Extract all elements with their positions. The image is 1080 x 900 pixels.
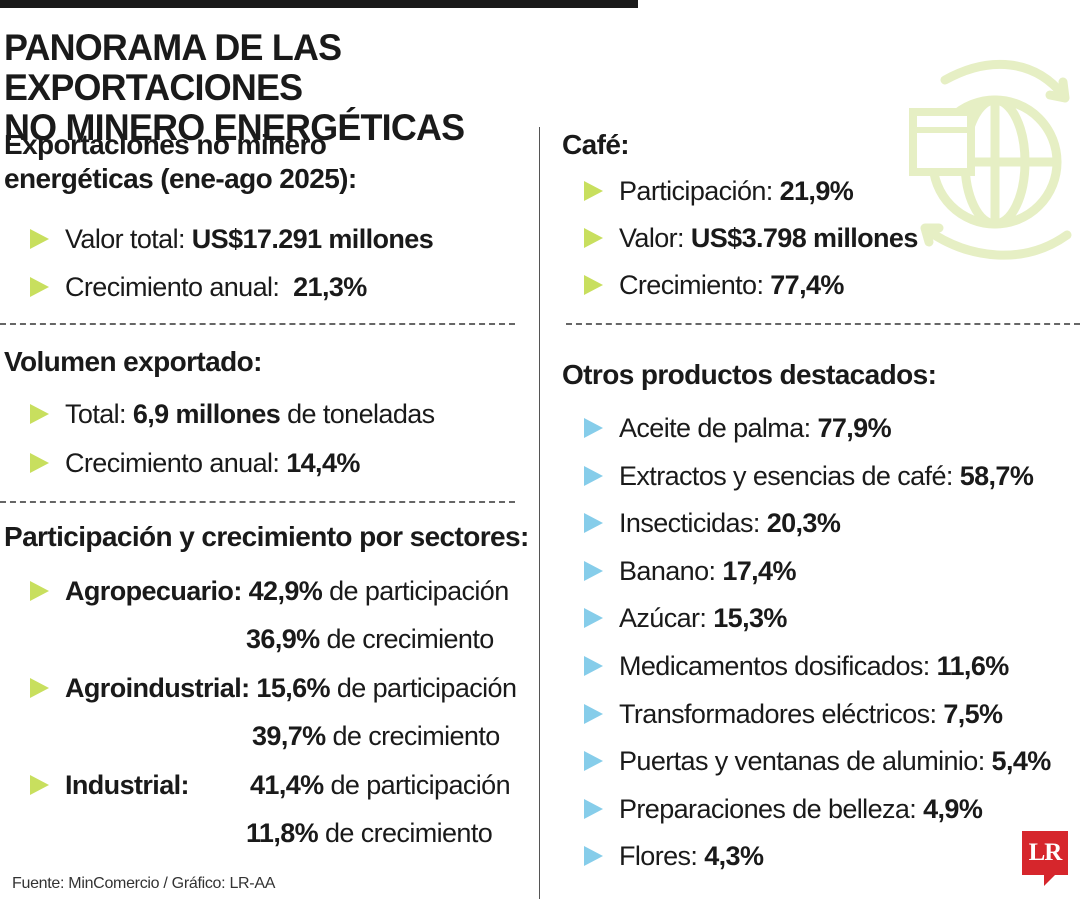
triangle-bullet-icon (30, 229, 49, 249)
sector-growth: 36,9% de crecimiento (246, 624, 494, 654)
triangle-bullet-icon (584, 703, 603, 724)
triangle-bullet-icon (30, 277, 49, 297)
exports-heading: Exportaciones no minero energéticas (ene… (4, 129, 357, 194)
sector-share: 41,4% de participación (250, 770, 511, 800)
sector-row: Agropecuario: 42,9% de participación (30, 575, 509, 607)
triangle-bullet-icon (584, 560, 603, 581)
sectors-heading: Participación y crecimiento por sectores… (4, 521, 529, 552)
list-item: Extractos y esencias de café: 58,7% (584, 460, 1051, 508)
triangle-bullet-icon (584, 465, 603, 486)
triangle-bullet-icon (30, 404, 49, 424)
triangle-bullet-icon (584, 513, 603, 534)
triangle-bullet-icon (584, 608, 603, 629)
list-item: Insecticidas: 20,3% (584, 507, 1051, 555)
list-item: Puertas y ventanas de aluminio: 5,4% (584, 745, 1051, 793)
volume-total: Total: 6,9 millones de toneladas (30, 398, 435, 430)
triangle-bullet-icon (30, 775, 49, 795)
list-item: Azúcar: 15,3% (584, 602, 1051, 650)
volume-growth: Crecimiento anual: 14,4% (30, 447, 360, 479)
triangle-bullet-icon (584, 655, 603, 676)
triangle-bullet-icon (584, 846, 603, 867)
triangle-bullet-icon (584, 181, 603, 201)
triangle-bullet-icon (30, 581, 49, 601)
exports-growth: Crecimiento anual: 21,3% (30, 271, 367, 303)
top-rule (0, 0, 638, 8)
coffee-heading: Café: (562, 129, 630, 160)
triangle-bullet-icon (30, 678, 49, 698)
divider (0, 501, 515, 503)
triangle-bullet-icon (584, 418, 603, 438)
lr-logo: LR (1022, 831, 1068, 875)
triangle-bullet-icon (584, 798, 603, 819)
page-title: PANORAMA DE LAS EXPORTACIONES NO MINERO … (4, 27, 465, 148)
source-note: Fuente: MinComercio / Gráfico: LR-AA (12, 875, 276, 892)
list-item: Preparaciones de belleza: 4,9% (584, 793, 1051, 841)
sector-row: Agroindustrial: 15,6% de participación (30, 672, 517, 704)
list-item: Banano: 17,4% (584, 555, 1051, 603)
coffee-share: Participación: 21,9% (584, 175, 854, 207)
exports-total: Valor total: US$17.291 millones (30, 223, 434, 255)
sector-growth: 39,7% de crecimiento (252, 721, 500, 751)
list-item: Flores: 4,3% (584, 840, 1051, 888)
globe-trade-icon (909, 59, 1072, 260)
others-heading: Otros productos destacados: (562, 359, 937, 390)
sector-growth: 11,8% de crecimiento (246, 818, 493, 848)
divider (566, 323, 1080, 325)
triangle-bullet-icon (584, 751, 603, 772)
logo-tail (1044, 874, 1056, 886)
triangle-bullet-icon (584, 275, 603, 295)
list-item: Aceite de palma: 77,9% (584, 412, 1051, 460)
divider (0, 323, 515, 325)
sector-row: Industrial: (30, 769, 190, 801)
column-divider (539, 127, 540, 899)
coffee-growth: Crecimiento: 77,4% (584, 269, 844, 301)
others-list: Aceite de palma: 77,9% Extractos y esenc… (584, 412, 1051, 888)
triangle-bullet-icon (30, 453, 49, 473)
volume-heading: Volumen exportado: (4, 346, 262, 377)
coffee-value: Valor: US$3.798 millones (584, 222, 918, 254)
list-item: Medicamentos dosificados: 11,6% (584, 650, 1051, 698)
list-item: Transformadores eléctricos: 7,5% (584, 698, 1051, 746)
triangle-bullet-icon (584, 228, 603, 248)
